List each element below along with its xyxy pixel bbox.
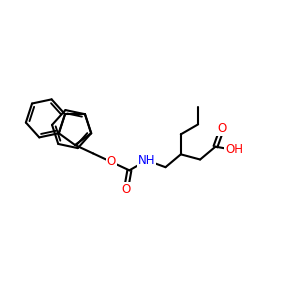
Text: O: O (106, 155, 116, 168)
Text: O: O (122, 183, 131, 196)
Text: NH: NH (138, 154, 155, 167)
Text: OH: OH (225, 143, 243, 157)
Text: O: O (217, 122, 226, 135)
